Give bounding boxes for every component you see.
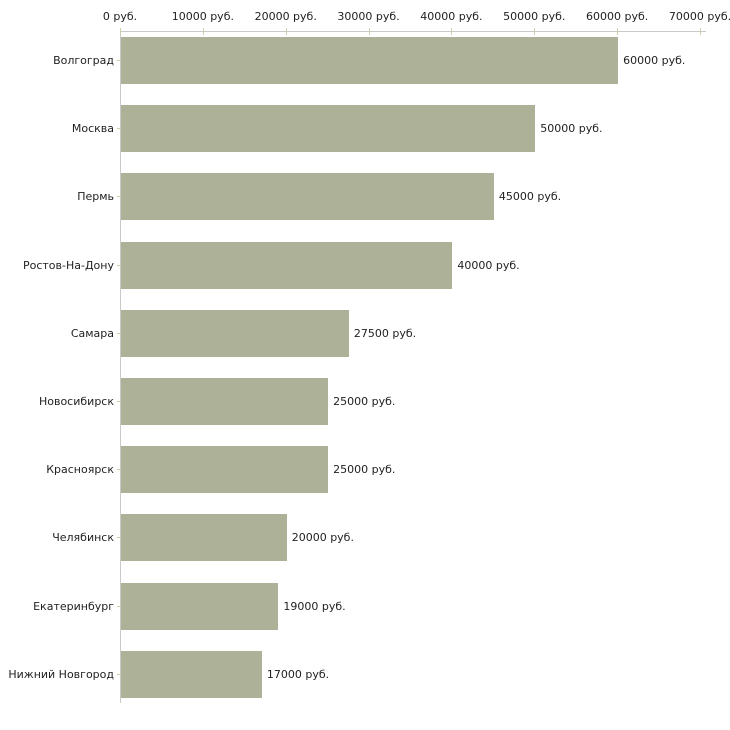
bar-row: Нижний Новгород 17000 руб. [0,645,730,713]
x-axis-line [120,31,706,32]
x-axis-tick-mark [285,28,287,35]
x-axis-tick-label: 60000 руб. [586,10,649,23]
value-label: 19000 руб. [283,599,346,613]
bar [121,650,262,698]
bars-area: Волгоград 60000 руб. Москва 50000 руб. П… [0,31,730,713]
x-axis-tick-mark [120,28,121,35]
bar-row: Пермь 45000 руб. [0,167,730,235]
value-label: 25000 руб. [333,394,396,408]
y-axis-tick-mark [117,469,124,471]
bar [121,37,619,84]
category-label: Новосибирск [38,394,114,408]
category-label: Ростов-На-Дону [22,258,114,272]
bar-row: Екатеринбург 19000 руб. [0,577,730,645]
bar [121,173,494,221]
bar-row: Волгоград 60000 руб. [0,31,730,99]
y-axis-line [120,31,121,703]
category-label: Екатеринбург [33,599,114,613]
y-axis-tick-mark [117,400,124,402]
y-axis-tick-mark [117,264,124,266]
category-label: Самара [70,326,114,340]
y-axis-tick-mark [117,196,124,198]
x-axis-tick-label: 0 руб. [102,10,138,23]
x-axis-tick-label: 20000 руб. [254,10,317,23]
x-axis-tick-mark [534,28,536,35]
value-label: 20000 руб. [291,531,354,545]
value-label: 45000 руб. [498,190,562,204]
bar-row: Ростов-На-Дону 40000 руб. [0,236,730,304]
bar [121,377,329,425]
bar [121,241,453,289]
y-axis-tick-mark [117,128,124,130]
bar [121,105,536,153]
y-axis-tick-mark [117,605,124,607]
x-axis-tick-mark [368,28,370,35]
value-label: 27500 руб. [353,326,417,340]
value-label: 50000 руб. [540,122,603,136]
bar [121,446,329,494]
category-label: Пермь [77,190,114,204]
x-axis-tick-label: 40000 руб. [420,10,483,23]
category-label: Москва [71,122,114,136]
bar-row: Москва 50000 руб. [0,99,730,167]
value-label: 40000 руб. [457,258,520,272]
bar [121,309,349,357]
y-axis-tick-mark [117,537,124,539]
x-axis-tick-label: 30000 руб. [337,10,400,23]
bar [121,582,279,630]
x-axis-tick-mark [617,28,619,35]
category-label: Волгоград [53,54,114,67]
bar-row: Самара 27500 руб. [0,304,730,372]
bar-row: Челябинск 20000 руб. [0,508,730,576]
x-axis-tick-label: 10000 руб. [171,10,234,23]
y-axis-tick-mark [117,332,124,334]
y-axis-tick-mark [117,673,124,675]
value-label: 60000 руб. [623,54,686,67]
x-axis-tick-mark [202,28,204,35]
bar-row: Новосибирск 25000 руб. [0,372,730,440]
category-label: Красноярск [46,463,114,477]
category-label: Нижний Новгород [8,667,114,681]
y-axis-tick-mark [117,60,124,61]
x-axis-tick-mark [451,28,453,35]
bar-row: Красноярск 25000 руб. [0,440,730,508]
x-axis-tick-mark [700,28,701,35]
x-axis-tick-label: 50000 руб. [503,10,566,23]
category-label: Челябинск [52,531,114,545]
bar [121,514,287,562]
value-label: 17000 руб. [266,667,330,681]
x-axis-tick-label: 70000 руб. [668,10,730,23]
value-label: 25000 руб. [333,463,396,477]
